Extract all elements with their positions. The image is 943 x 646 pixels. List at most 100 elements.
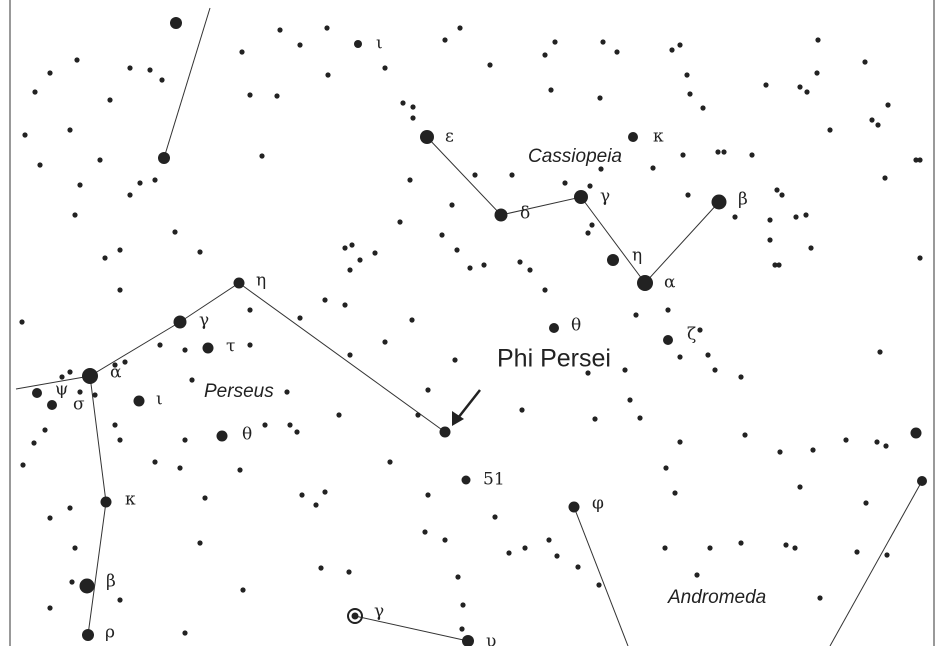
star [342,302,348,308]
star-label: δ [520,204,530,224]
star [562,180,568,186]
star [67,505,73,511]
star [239,49,245,55]
star-label: φ [592,494,604,514]
star [202,495,208,501]
star [100,496,112,508]
star [47,70,53,76]
star [182,630,188,636]
star [313,502,319,508]
star [357,257,363,263]
star [869,117,875,123]
star [792,545,798,551]
star [117,247,123,253]
star [202,342,214,354]
constellation-name: Perseus [204,381,274,402]
star [425,492,431,498]
star [862,59,868,65]
star [549,323,559,333]
star [107,97,113,103]
star-label: ι [376,34,383,54]
star-label: υ [486,632,496,646]
star [527,267,533,273]
star-label: β [106,572,116,592]
star [883,443,889,449]
star [598,166,604,172]
star [197,249,203,255]
star [677,42,683,48]
star [808,245,814,251]
star [600,39,606,45]
star [597,95,603,101]
star [59,374,65,380]
star [354,40,362,48]
star [460,602,466,608]
star [628,132,638,142]
star [694,572,700,578]
star [216,430,228,442]
star [596,582,602,588]
star-label: α [110,363,122,383]
star-label: θ [242,425,252,445]
star [810,447,816,453]
star [684,72,690,78]
star [650,165,656,171]
star [425,387,431,393]
star [817,595,823,601]
star [574,190,588,204]
star [77,389,83,395]
star [240,587,246,593]
star [409,317,415,323]
star [592,416,598,422]
star [152,177,158,183]
star [158,152,170,164]
star [32,388,42,398]
star [546,537,552,543]
star [494,208,508,222]
star [347,608,363,624]
star [700,105,706,111]
star [777,449,783,455]
star [382,339,388,345]
star [738,374,744,380]
star [442,537,448,543]
star [680,152,686,158]
star-label: κ [653,127,664,147]
star [159,77,165,83]
star [863,500,869,506]
star [173,315,187,329]
star [67,369,73,375]
star [633,312,639,318]
star [262,422,268,428]
star [157,342,163,348]
star [517,259,523,265]
star [917,157,923,163]
star [47,515,53,521]
star [627,397,633,403]
star [442,37,448,43]
star-label: ι [156,390,163,410]
star [677,439,683,445]
star [614,49,620,55]
star-label: η [632,246,642,266]
star [917,255,923,261]
star [814,70,820,76]
star [77,182,83,188]
star [449,202,455,208]
star-label: β [738,190,748,210]
star [843,437,849,443]
star [31,440,37,446]
star-label: τ [226,337,235,357]
star [687,91,693,97]
star [122,359,128,365]
star [542,52,548,58]
star-label: θ [571,316,581,336]
star [877,349,883,355]
star [47,605,53,611]
star [589,222,595,228]
star-label: κ [125,490,136,510]
star [47,400,57,410]
star [585,230,591,236]
